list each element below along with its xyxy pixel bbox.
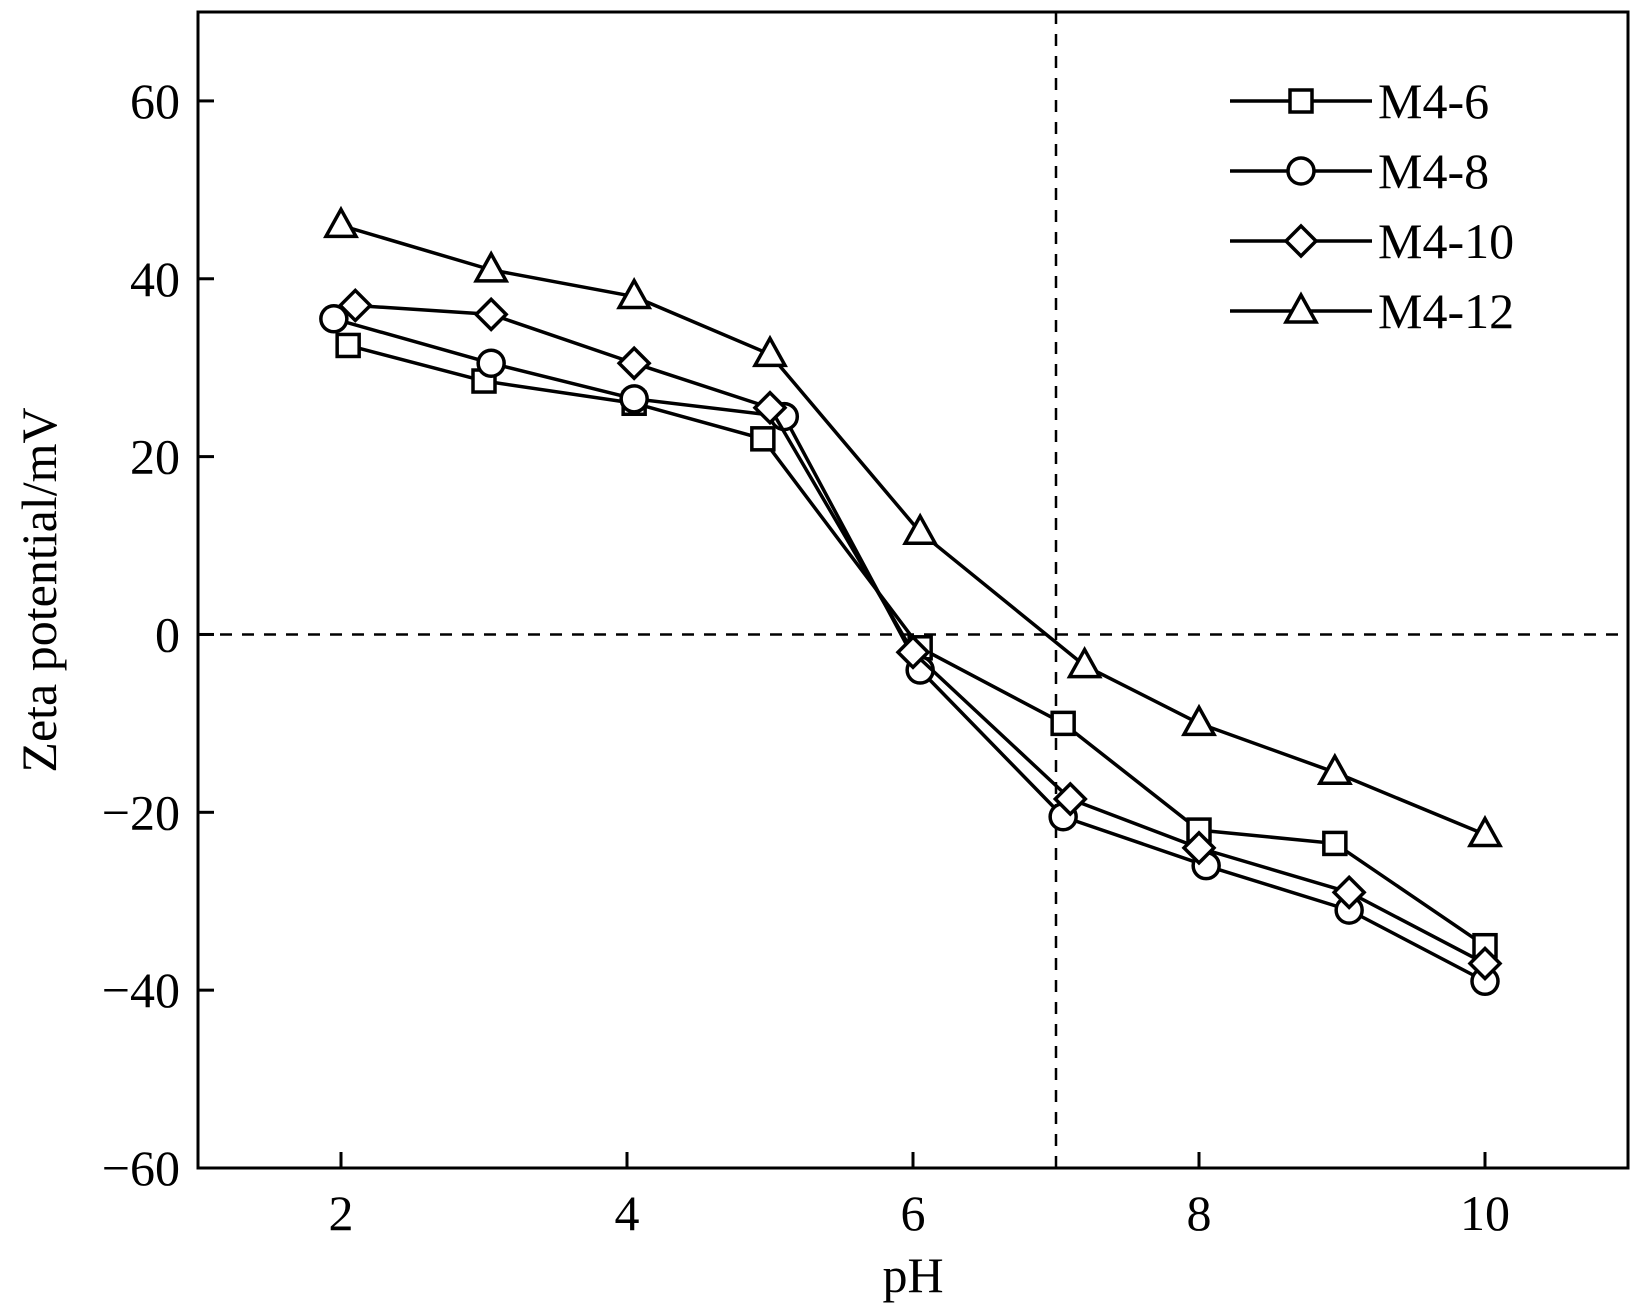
- data-point: [473, 296, 509, 332]
- data-point: [902, 512, 939, 545]
- legend-label: M4-8: [1378, 143, 1489, 199]
- axes: 2 4 6 8 10 60 40 20 0 −20 −40 −60: [102, 73, 1510, 1241]
- data-point: [319, 304, 349, 334]
- legend-label: M4-6: [1378, 73, 1489, 129]
- series-layer: [319, 205, 1503, 997]
- y-tick-label: −40: [102, 962, 180, 1018]
- data-point: [1066, 645, 1103, 679]
- y-tick-label: −60: [102, 1140, 180, 1196]
- y-tick-label: 60: [130, 73, 180, 129]
- data-point: [1467, 946, 1503, 981]
- data-point: [323, 205, 359, 239]
- data-point: [337, 287, 373, 323]
- data-point: [750, 426, 776, 452]
- data-point: [335, 332, 361, 359]
- x-tick-label: 8: [1187, 1185, 1212, 1241]
- legend-item: M4-8: [1230, 143, 1489, 199]
- series-line: [355, 303, 1486, 966]
- legend-marker: [1283, 291, 1319, 324]
- data-point: [1052, 781, 1088, 817]
- data-point: [752, 390, 788, 426]
- y-tick-label: 0: [155, 606, 180, 662]
- legend-item: M4-6: [1230, 73, 1489, 129]
- legend-item: M4-10: [1230, 213, 1514, 269]
- y-tick-label: 20: [130, 429, 180, 485]
- x-tick-label: 10: [1460, 1185, 1510, 1241]
- y-axis-title: Zeta potential/mV: [11, 407, 67, 772]
- data-point: [476, 348, 506, 378]
- data-point: [1467, 814, 1503, 848]
- data-point: [616, 276, 653, 310]
- data-point: [473, 250, 510, 283]
- legend-marker: [1286, 156, 1316, 186]
- data-point: [616, 345, 652, 381]
- data-point: [752, 334, 788, 368]
- x-tick-label: 4: [615, 1185, 640, 1241]
- series-M4-10: [337, 287, 1503, 981]
- y-tick-label: 40: [130, 251, 180, 307]
- data-point: [1322, 830, 1348, 857]
- data-point: [1181, 830, 1217, 866]
- legend-marker: [1288, 88, 1314, 114]
- data-point: [1331, 874, 1367, 910]
- x-tick-label: 2: [329, 1185, 354, 1241]
- data-point: [1050, 710, 1076, 737]
- data-point: [619, 384, 649, 414]
- legend-label: M4-10: [1378, 213, 1514, 269]
- y-tick-label: −20: [102, 784, 180, 840]
- series-M4-12: [323, 205, 1503, 848]
- data-point: [1181, 703, 1217, 737]
- data-point: [895, 634, 931, 670]
- x-axis-title: pH: [882, 1247, 943, 1303]
- x-tick-label: 6: [901, 1185, 926, 1241]
- legend-marker: [1283, 223, 1319, 259]
- legend: M4-6 M4-8 M4-10 M4-12: [1230, 73, 1514, 339]
- legend-item: M4-12: [1230, 283, 1514, 339]
- legend-label: M4-12: [1378, 283, 1514, 339]
- data-point: [1316, 752, 1353, 786]
- reference-lines: [198, 12, 1628, 1168]
